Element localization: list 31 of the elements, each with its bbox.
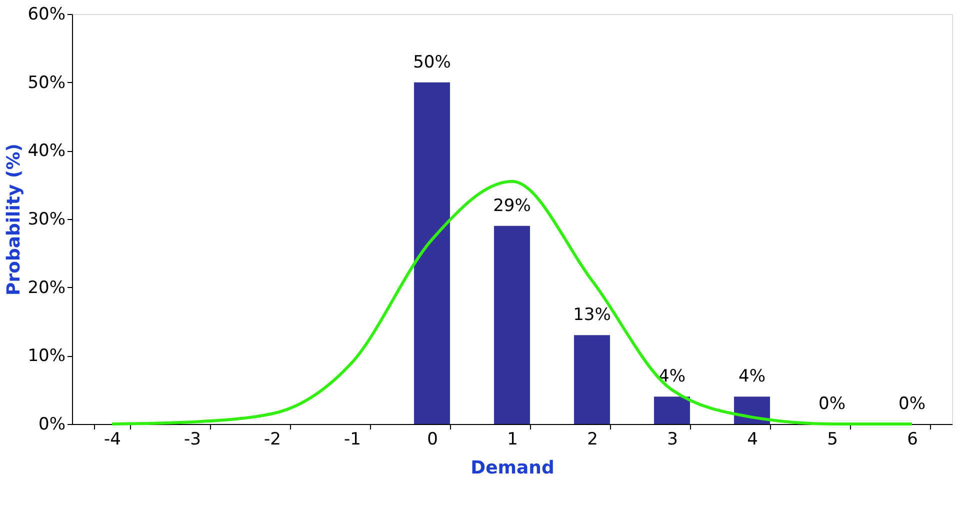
y-tick-label: 30% [28,210,66,230]
bar [654,396,690,424]
x-tick-label: -2 [264,430,281,450]
x-tick-label: 5 [827,430,838,450]
x-tick-label: -1 [344,430,361,450]
data-label: 0% [898,394,926,414]
x-tick-label: 2 [587,430,598,450]
data-label: 4% [738,366,766,387]
x-tick-label: 3 [667,430,678,450]
y-tick-label: 40% [28,141,66,162]
x-tick-label: 0 [427,430,438,450]
x-tick-label: -4 [104,430,121,450]
y-tick-label: 10% [28,346,66,366]
x-tick-label: -3 [184,430,201,450]
data-label: 0% [818,394,846,414]
x-tick-label: 6 [907,430,918,450]
y-tick-label: 0% [38,414,66,434]
bar [494,226,530,424]
bar [574,335,610,424]
data-label: 4% [658,366,686,387]
data-label: 29% [493,196,531,216]
y-tick-label: 50% [28,72,66,93]
data-label: 50% [413,52,451,72]
y-tick-label: 20% [28,278,66,298]
bar [414,82,450,424]
data-label: 13% [573,305,611,326]
x-tick-label: 4 [747,430,758,450]
x-tick-label: 1 [507,430,518,450]
x-axis-title: Demand [470,458,554,478]
y-tick-label: 60% [28,4,66,24]
y-axis-title: Probability (%) [4,144,25,296]
